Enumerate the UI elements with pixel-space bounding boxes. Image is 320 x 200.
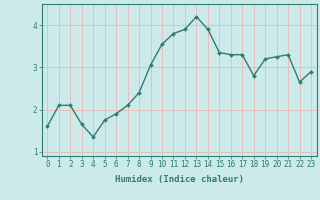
X-axis label: Humidex (Indice chaleur): Humidex (Indice chaleur)	[115, 175, 244, 184]
